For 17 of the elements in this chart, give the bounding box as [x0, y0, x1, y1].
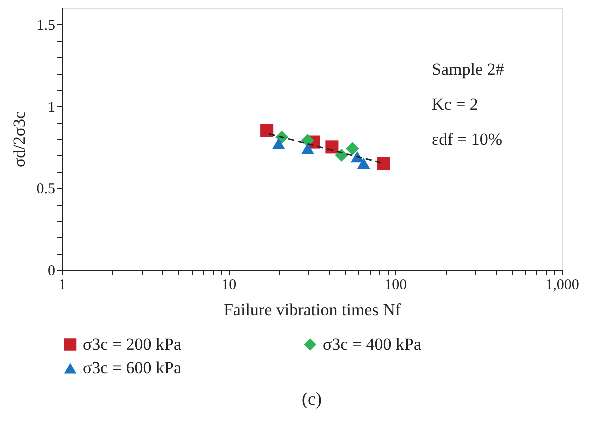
y-axis-title: σd/2σ3c: [10, 111, 29, 168]
text: (c): [302, 389, 322, 409]
x-tick-label: 1: [58, 278, 66, 294]
annotation: Sample 2#: [432, 60, 505, 79]
x-tick-label: 10: [222, 278, 237, 294]
y-tick-label: 1.5: [36, 18, 56, 34]
annotation: εdf = 10%: [432, 130, 503, 149]
x-tick-label: 100: [384, 278, 408, 294]
y-tick-label: 1: [48, 100, 56, 116]
legend-label: σ3c = 400 kPa: [323, 334, 422, 354]
y-tick-label: 0: [48, 264, 56, 280]
legend-label: σ3c = 200 kPa: [83, 334, 182, 354]
x-axis-title: Failure vibration times Nf: [224, 300, 402, 320]
annotation: Kc = 2: [432, 95, 478, 114]
legend-label: σ3c = 600 kPa: [83, 358, 182, 378]
y-tick-label: 0.5: [36, 182, 56, 198]
x-tick-label: 1,000: [546, 278, 580, 294]
